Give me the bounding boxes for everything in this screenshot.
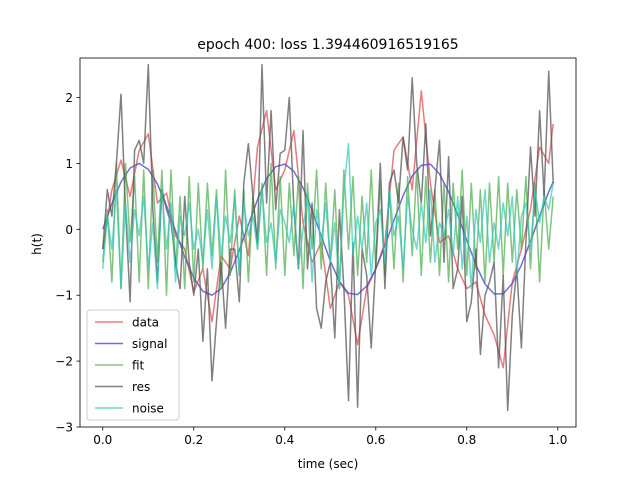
series-line-noise — [102, 142, 554, 290]
x-tick-label: 0.6 — [366, 433, 385, 447]
chart-title: epoch 400: loss 1.394460916519165 — [197, 37, 458, 53]
series-line-res — [102, 63, 554, 412]
x-axis-label: time (sec) — [298, 457, 359, 471]
legend-label-fit: fit — [132, 359, 145, 373]
y-tick-label: −2 — [55, 355, 73, 369]
y-axis-label: h(t) — [30, 233, 44, 255]
legend-label-data: data — [132, 316, 159, 330]
y-tick-label: −3 — [55, 421, 73, 435]
legend: data signal fit res noise — [86, 309, 180, 421]
y-tick-label: 0 — [65, 223, 73, 237]
plot-area: 0.0 0.2 0.4 0.6 0.8 1.0 −3 −2 −1 0 1 2 data signal fit… — [55, 57, 577, 447]
series-group — [102, 63, 554, 412]
y-tick-label: −1 — [55, 289, 73, 303]
plot-frame — [79, 57, 577, 428]
legend-box — [86, 309, 180, 421]
legend-label-res: res — [132, 380, 150, 394]
x-tick-label: 0.2 — [184, 433, 203, 447]
y-tick-label: 2 — [65, 91, 73, 105]
x-tick-label: 1.0 — [548, 433, 567, 447]
legend-label-noise: noise — [132, 402, 164, 416]
x-tick-label: 0.8 — [457, 433, 476, 447]
legend-label-signal: signal — [132, 337, 168, 351]
y-tick-label: 1 — [65, 157, 73, 171]
x-tick-label: 0.4 — [275, 433, 294, 447]
x-tick-label: 0.0 — [93, 433, 112, 447]
